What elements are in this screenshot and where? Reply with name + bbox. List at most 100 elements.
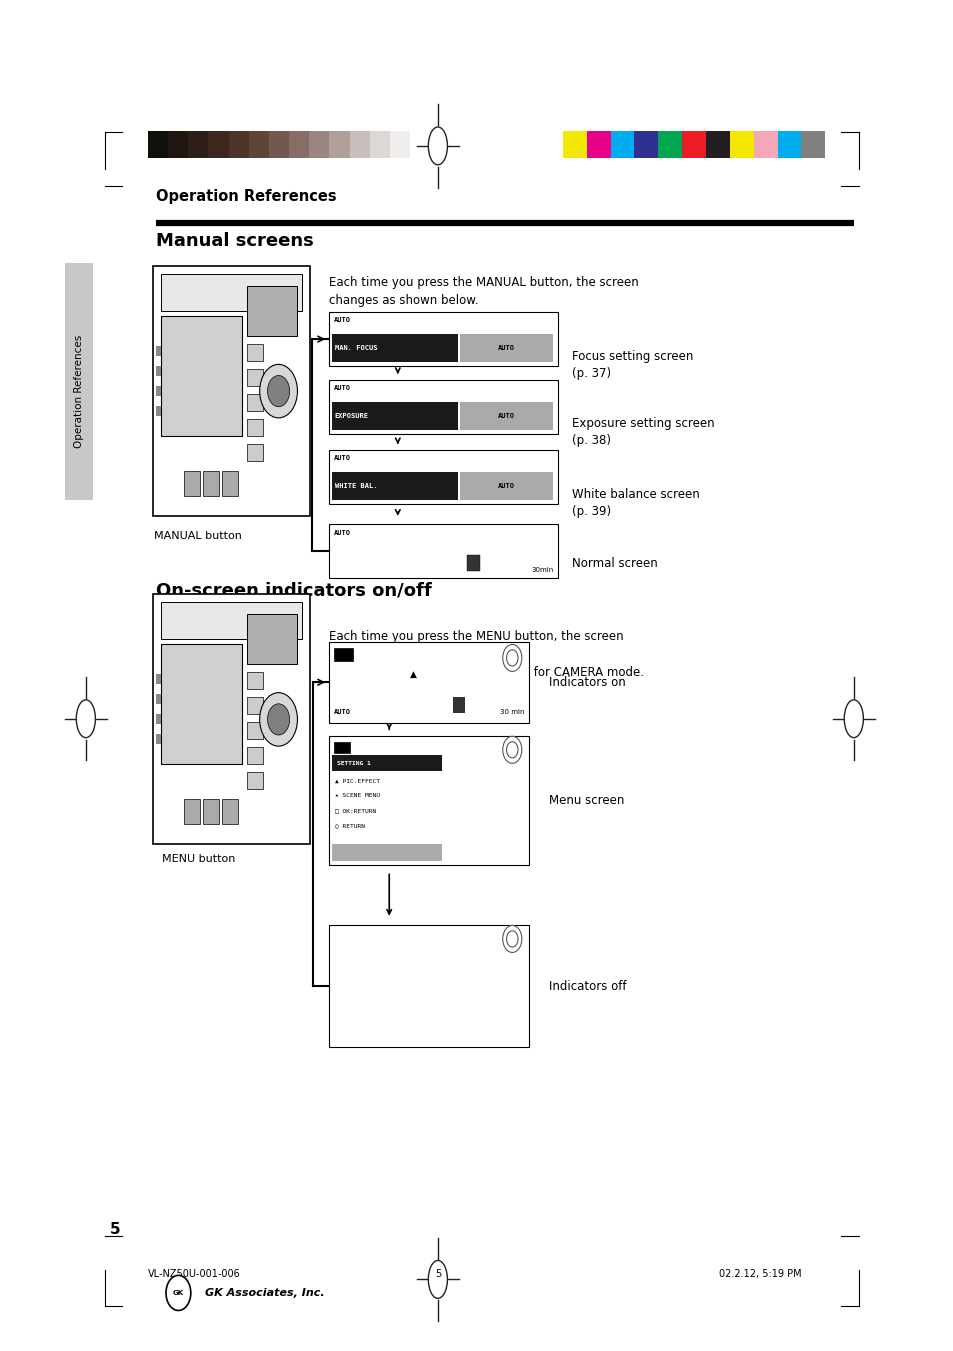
Bar <box>160 316 242 436</box>
Bar <box>152 266 310 516</box>
Circle shape <box>502 736 521 763</box>
Bar <box>801 131 824 158</box>
Bar <box>155 715 160 724</box>
Bar <box>184 800 200 824</box>
Bar <box>155 694 160 704</box>
Bar <box>329 312 558 366</box>
Text: MAN. FOCUS: MAN. FOCUS <box>335 345 377 351</box>
Bar <box>247 369 263 386</box>
Text: AUTO: AUTO <box>334 317 351 323</box>
Text: □ OK:RETURN: □ OK:RETURN <box>335 808 375 813</box>
Text: AUTO: AUTO <box>497 412 515 419</box>
Bar <box>729 131 753 158</box>
Bar <box>203 471 218 496</box>
Bar <box>222 471 237 496</box>
Bar <box>329 380 558 434</box>
Bar <box>329 131 350 158</box>
Text: Operation References: Operation References <box>155 189 335 204</box>
Bar <box>247 671 263 689</box>
Bar <box>247 393 263 411</box>
Bar <box>188 131 208 158</box>
Bar <box>247 771 263 789</box>
Bar <box>681 131 705 158</box>
Bar <box>155 674 160 685</box>
Text: EXPOSURE: EXPOSURE <box>335 412 369 419</box>
Bar <box>332 334 457 362</box>
Text: Operation References: Operation References <box>74 335 84 449</box>
Bar <box>247 721 263 739</box>
Bar <box>370 131 390 158</box>
Circle shape <box>259 365 297 417</box>
Bar <box>777 131 801 158</box>
Circle shape <box>506 650 517 666</box>
Bar <box>168 131 188 158</box>
Bar <box>152 594 310 844</box>
Circle shape <box>166 1275 191 1310</box>
Text: Menu screen: Menu screen <box>548 794 623 807</box>
Text: GK Associates, Inc.: GK Associates, Inc. <box>205 1288 324 1298</box>
Text: AUTO: AUTO <box>497 482 515 489</box>
Text: VL-NZ50U-001-006: VL-NZ50U-001-006 <box>148 1269 240 1279</box>
Text: ★ SCENE MENU: ★ SCENE MENU <box>335 793 379 798</box>
Bar <box>203 800 218 824</box>
Text: AUTO: AUTO <box>334 385 351 390</box>
Bar <box>332 844 442 861</box>
Bar <box>247 747 263 765</box>
Bar <box>329 736 529 865</box>
Text: 5: 5 <box>435 1269 440 1279</box>
Text: MANUAL button: MANUAL button <box>154 531 242 540</box>
Text: AUTO: AUTO <box>334 455 351 461</box>
Bar <box>329 925 529 1047</box>
Bar <box>334 742 350 753</box>
Bar <box>610 131 634 158</box>
Bar <box>332 471 457 500</box>
Text: AUTO: AUTO <box>334 709 351 715</box>
Bar <box>247 343 263 361</box>
Text: Each time you press the MANUAL button, the screen
changes as shown below.: Each time you press the MANUAL button, t… <box>329 276 639 307</box>
Bar <box>350 131 370 158</box>
Bar <box>184 471 200 496</box>
Bar <box>247 697 263 715</box>
Circle shape <box>506 742 517 758</box>
Bar <box>459 334 553 362</box>
Bar <box>459 471 553 500</box>
Bar <box>634 131 658 158</box>
Text: SETTING 1: SETTING 1 <box>336 761 370 766</box>
Text: AUTO: AUTO <box>334 530 351 535</box>
Text: Exposure setting screen
(p. 38): Exposure setting screen (p. 38) <box>572 417 715 447</box>
Bar <box>309 131 329 158</box>
Bar <box>329 642 529 723</box>
Bar <box>658 131 681 158</box>
Text: On-screen indicators on/off: On-screen indicators on/off <box>155 582 431 600</box>
Bar <box>155 386 160 396</box>
Text: 30min: 30min <box>531 567 553 573</box>
Bar <box>247 286 297 336</box>
Bar <box>329 524 558 578</box>
Bar <box>155 346 160 357</box>
Bar <box>586 131 610 158</box>
Bar <box>222 800 237 824</box>
Bar <box>155 366 160 376</box>
Text: 5: 5 <box>110 1221 120 1238</box>
Bar <box>155 407 160 416</box>
Bar <box>249 131 269 158</box>
Text: GK: GK <box>172 1290 184 1296</box>
Bar <box>208 131 229 158</box>
Circle shape <box>267 376 290 407</box>
Bar <box>753 131 777 158</box>
Text: 02.2.12, 5:19 PM: 02.2.12, 5:19 PM <box>718 1269 801 1279</box>
Text: Indicators on: Indicators on <box>548 676 624 689</box>
Bar <box>247 443 263 461</box>
Bar <box>155 735 160 744</box>
Text: Each time you press the MENU button, the screen
changes as shown below.
• The ex: Each time you press the MENU button, the… <box>329 630 643 678</box>
Text: White balance screen
(p. 39): White balance screen (p. 39) <box>572 488 700 517</box>
Bar <box>229 131 249 158</box>
Bar <box>705 131 729 158</box>
Bar <box>390 131 410 158</box>
Text: MENU button: MENU button <box>162 854 234 863</box>
Bar <box>247 615 297 665</box>
Circle shape <box>259 693 297 746</box>
Bar <box>269 131 289 158</box>
Text: 30 min: 30 min <box>499 709 524 715</box>
Bar <box>466 555 479 571</box>
